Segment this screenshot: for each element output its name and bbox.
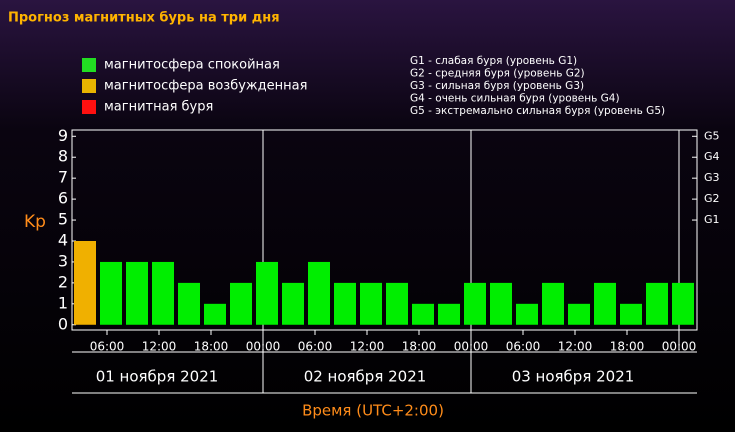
bar [542, 282, 564, 325]
plot-frame [71, 129, 698, 331]
y-axis-label: Kp [24, 212, 46, 232]
bar [620, 303, 642, 325]
bar [438, 303, 460, 325]
bar [204, 303, 226, 325]
bar [74, 240, 96, 325]
bar [646, 282, 668, 325]
bar [594, 282, 616, 325]
bar [516, 303, 538, 325]
bar [568, 303, 590, 325]
date-label: 02 ноября 2021 [304, 368, 427, 386]
y2-tick-label: G3 [704, 171, 720, 184]
bar [100, 261, 122, 325]
legend-swatch [82, 58, 96, 72]
legend-label: магнитная буря [104, 100, 213, 115]
chart-title: Прогноз магнитных бурь на три дня [8, 11, 280, 26]
x-tick-label: 18:00 [610, 340, 645, 354]
y-tick-label: 4 [58, 230, 68, 249]
bar [126, 261, 148, 325]
legend-label: магнитосфера спокойная [104, 58, 280, 73]
bar [412, 303, 434, 325]
bar [464, 282, 486, 325]
bar [178, 282, 200, 325]
x-tick-label: 18:00 [402, 340, 437, 354]
storm-level: G3 - сильная буря (уровень G3) [410, 80, 584, 92]
x-tick-label: 06:00 [506, 340, 541, 354]
x-tick-label: 00:00 [454, 340, 489, 354]
x-tick-label: 12:00 [350, 340, 385, 354]
x-tick-label: 12:00 [142, 340, 177, 354]
legend-swatch [82, 79, 96, 93]
y-tick-label: 8 [58, 147, 68, 166]
y2-tick-label: G5 [704, 129, 720, 142]
storm-level: G5 - экстремально сильная буря (уровень … [410, 105, 665, 117]
bar [334, 282, 356, 325]
bar [360, 282, 382, 325]
bar [308, 261, 330, 325]
bar [386, 282, 408, 325]
y-tick-label: 3 [58, 251, 68, 270]
bar [490, 282, 512, 325]
x-tick-label: 00:00 [246, 340, 281, 354]
y-tick-label: 5 [58, 210, 68, 229]
storm-level: G2 - средняя буря (уровень G2) [410, 68, 585, 80]
legend-swatch [82, 100, 96, 114]
bar [152, 261, 174, 325]
y-tick-label: 1 [58, 293, 68, 312]
x-axis-label: Время (UTC+2:00) [302, 402, 444, 420]
bar [256, 261, 278, 325]
x-tick-label: 06:00 [90, 340, 125, 354]
storm-level: G1 - слабая буря (уровень G1) [410, 55, 577, 67]
storm-level: G4 - очень сильная буря (уровень G4) [410, 93, 620, 105]
y2-tick-label: G2 [704, 192, 720, 205]
legend-label: магнитосфера возбужденная [104, 79, 307, 94]
bar [230, 282, 252, 325]
y2-tick-label: G4 [704, 150, 720, 163]
date-label: 03 ноября 2021 [512, 368, 635, 386]
y-tick-label: 0 [58, 314, 68, 333]
bar [282, 282, 304, 325]
x-tick-label: 00:00 [662, 340, 697, 354]
x-tick-label: 18:00 [194, 340, 229, 354]
x-tick-label: 12:00 [558, 340, 593, 354]
date-label: 01 ноября 2021 [96, 368, 219, 386]
y-tick-label: 6 [58, 189, 68, 208]
bar [672, 282, 694, 325]
y-tick-label: 9 [58, 126, 68, 145]
x-tick-label: 06:00 [298, 340, 333, 354]
y-tick-label: 2 [58, 272, 68, 291]
y-tick-label: 7 [58, 168, 68, 187]
y2-tick-label: G1 [704, 213, 720, 226]
